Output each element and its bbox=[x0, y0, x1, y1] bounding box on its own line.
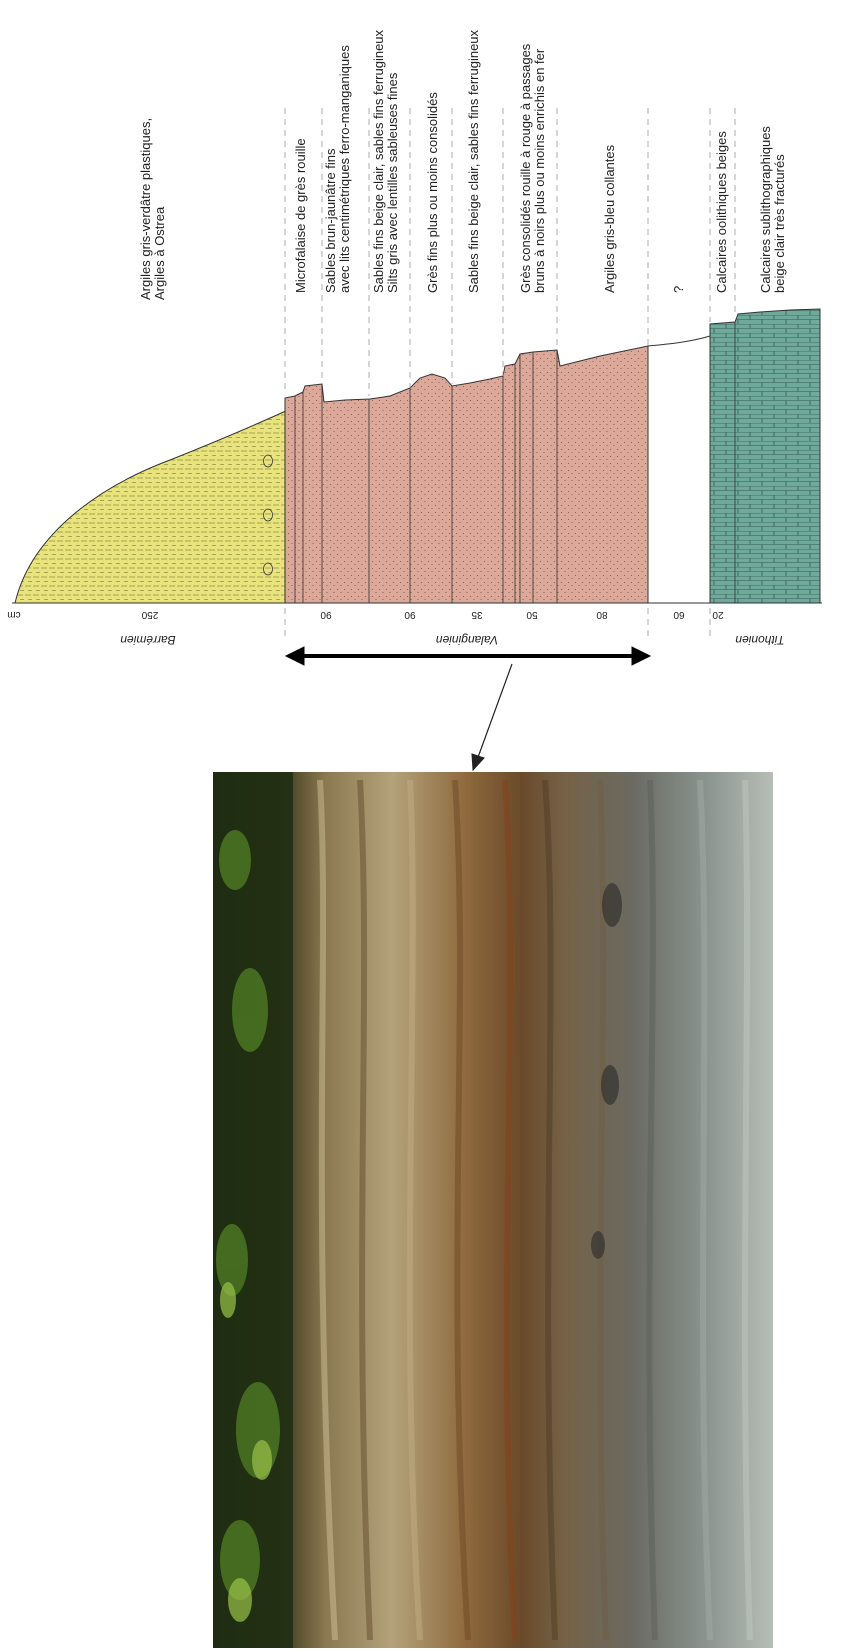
tick-label: 90 bbox=[320, 609, 332, 620]
thickness-ticks: cm 250 90 90 35 50 80 60 20 bbox=[7, 609, 723, 620]
description-separators bbox=[284, 108, 736, 640]
desc-unknown: ? bbox=[671, 286, 686, 293]
desc-calcaires-oolithiques: Calcaires oolithiques beiges bbox=[714, 131, 729, 293]
layer-unknown-covered bbox=[647, 335, 711, 347]
tick-label: 50 bbox=[526, 609, 538, 620]
desc-calcaires-sublithographiques: Calcaires sublithographiques beige clair… bbox=[758, 122, 787, 293]
lithology-descriptions: Argiles gris-verdâtre plastiques, Argile… bbox=[138, 26, 787, 300]
stage-barremien: Barrémien bbox=[120, 633, 176, 647]
fossil-ostrea-icon bbox=[263, 508, 273, 522]
desc-sables-brun: Sables brun-jaunâtre fins avec lits cent… bbox=[323, 45, 352, 293]
stage-tithonien: Tithonien bbox=[735, 633, 785, 647]
fossil-ostrea-icon bbox=[263, 562, 273, 576]
layer-tithonien-calcaires bbox=[709, 308, 821, 604]
stage-labels: Barrémien Valanginien Tithonien bbox=[120, 633, 785, 647]
bed-boundaries bbox=[294, 350, 558, 603]
tick-label: 60 bbox=[673, 609, 685, 620]
tick-label: 80 bbox=[596, 609, 608, 620]
photo-pointer-arrow bbox=[471, 663, 513, 772]
tick-label: 250 bbox=[141, 609, 158, 620]
desc-sables-beige: Sables fins beige clair, sables fins fer… bbox=[466, 29, 481, 293]
outcrop-photograph bbox=[213, 772, 773, 1648]
stage-valanginien: Valanginien bbox=[436, 633, 499, 647]
stratigraphic-column bbox=[12, 308, 822, 604]
desc-gres-fins: Grès fins plus ou moins consolidés bbox=[425, 92, 440, 293]
fossil-ostrea-icon bbox=[263, 454, 273, 468]
unit-label: cm bbox=[7, 609, 20, 620]
layer-argiles-ostrea bbox=[14, 409, 289, 604]
desc-microfalaise: Microfalaise de grès rouille bbox=[293, 138, 308, 293]
valanginien-range-arrow bbox=[284, 646, 652, 666]
desc-gres-consolides: Grès consolidés rouille à rouge à passag… bbox=[518, 40, 547, 293]
desc-argiles-gris-bleu: Argiles gris-bleu collantes bbox=[602, 144, 617, 293]
desc-argiles-ostrea: Argiles gris-verdâtre plastiques, Argile… bbox=[138, 114, 167, 300]
desc-sables-beige-silts: Sables fins beige clair, sables fins fer… bbox=[371, 26, 400, 293]
tick-label: 90 bbox=[404, 609, 416, 620]
layer-valanginien-sables-gres bbox=[284, 345, 649, 604]
tick-label: 35 bbox=[471, 609, 483, 620]
tick-label: 20 bbox=[712, 609, 724, 620]
